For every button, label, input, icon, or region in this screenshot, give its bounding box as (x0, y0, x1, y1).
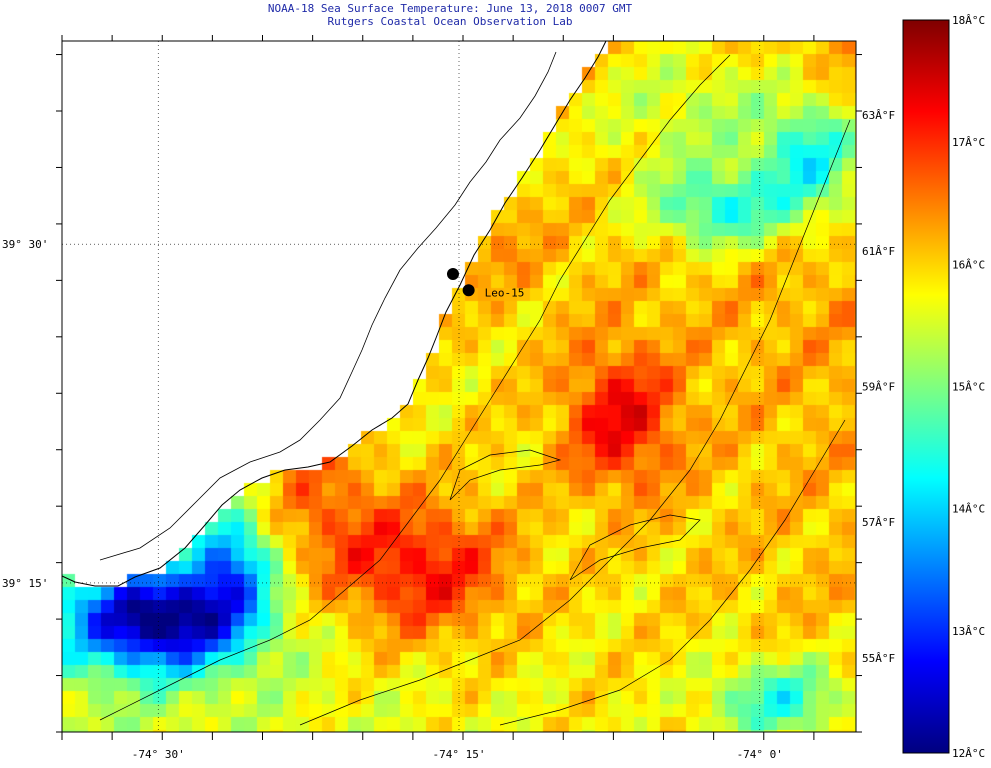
lat-label: 39° 15' (2, 577, 48, 590)
coastline (61, 40, 607, 587)
longitude-labels: -74° 30' -74° 15' -74° 0' (132, 748, 783, 761)
celsius-label: 15Â°C (952, 381, 985, 394)
title-line-1: NOAA-18 Sea Surface Temperature: June 13… (267, 2, 633, 15)
colorbar (902, 19, 950, 754)
celsius-label: 16Â°C (952, 258, 985, 271)
frame-ticks (56, 35, 862, 740)
fahrenheit-label: 55Â°F (862, 652, 895, 665)
title-line-2: Rutgers Coastal Ocean Observation Lab (327, 15, 573, 28)
lon-label: -74° 30' (132, 748, 185, 761)
map-title: NOAA-18 Sea Surface Temperature: June 13… (0, 2, 900, 28)
lat-label: 39° 30' (2, 238, 48, 251)
latitude-labels: 39° 30' 39° 15' (2, 238, 48, 590)
celsius-label: 17Â°C (952, 136, 985, 149)
fahrenheit-label: 57Â°F (862, 516, 895, 529)
map-border (61, 40, 857, 733)
station-markers (446, 268, 475, 297)
leo15-label: Leo-15 (485, 286, 525, 299)
fahrenheit-label: 61Â°F (862, 245, 895, 258)
fahrenheit-label: 59Â°F (862, 381, 895, 394)
graticule (62, 41, 856, 732)
bathymetry-contours (99, 54, 851, 726)
celsius-label: 12Â°C (952, 747, 985, 760)
celsius-label: 13Â°C (952, 625, 985, 638)
celsius-label: 18Â°C (952, 14, 985, 27)
sst-raster (62, 41, 856, 732)
lon-label: -74° 15' (433, 748, 486, 761)
fahrenheit-label: 63Â°F (862, 109, 895, 122)
lon-label: -74° 0' (737, 748, 783, 761)
station-marker[interactable] (462, 284, 475, 297)
station-marker[interactable] (446, 268, 459, 281)
colorbar-labels: 18Â°C 17Â°C 16Â°C 15Â°C 14Â°C 13Â°C 12Â°C (952, 14, 985, 760)
celsius-label: 14Â°C (952, 503, 985, 516)
